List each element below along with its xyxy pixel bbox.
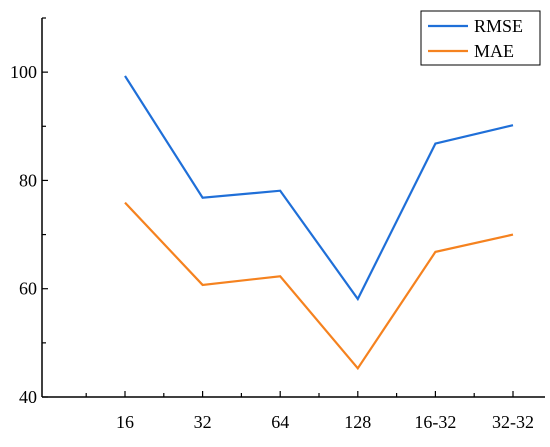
y-tick-label: 100 bbox=[10, 62, 37, 82]
y-tick-label: 80 bbox=[19, 170, 37, 190]
legend: RMSE MAE bbox=[420, 10, 541, 66]
series-layer bbox=[124, 75, 514, 371]
legend-box bbox=[420, 10, 541, 66]
series-line-rmse bbox=[124, 75, 514, 302]
x-tick-label: 16 bbox=[116, 412, 134, 432]
y-tick-label: 60 bbox=[19, 279, 37, 299]
y-tick-label: 40 bbox=[19, 387, 37, 407]
legend-label-rmse: RMSE bbox=[474, 16, 523, 36]
x-tick-label: 32 bbox=[194, 412, 212, 432]
tick-labels: 40 60 80 100 16 32 64 128 16-32 32-32 bbox=[10, 62, 534, 432]
x-tick-label: 32-32 bbox=[492, 412, 534, 432]
series-line-mae bbox=[124, 201, 514, 371]
x-tick-label: 128 bbox=[344, 412, 371, 432]
axes bbox=[41, 17, 545, 398]
x-tick-label: 16-32 bbox=[414, 412, 456, 432]
x-tick-label: 64 bbox=[271, 412, 289, 432]
legend-label-mae: MAE bbox=[474, 41, 514, 61]
